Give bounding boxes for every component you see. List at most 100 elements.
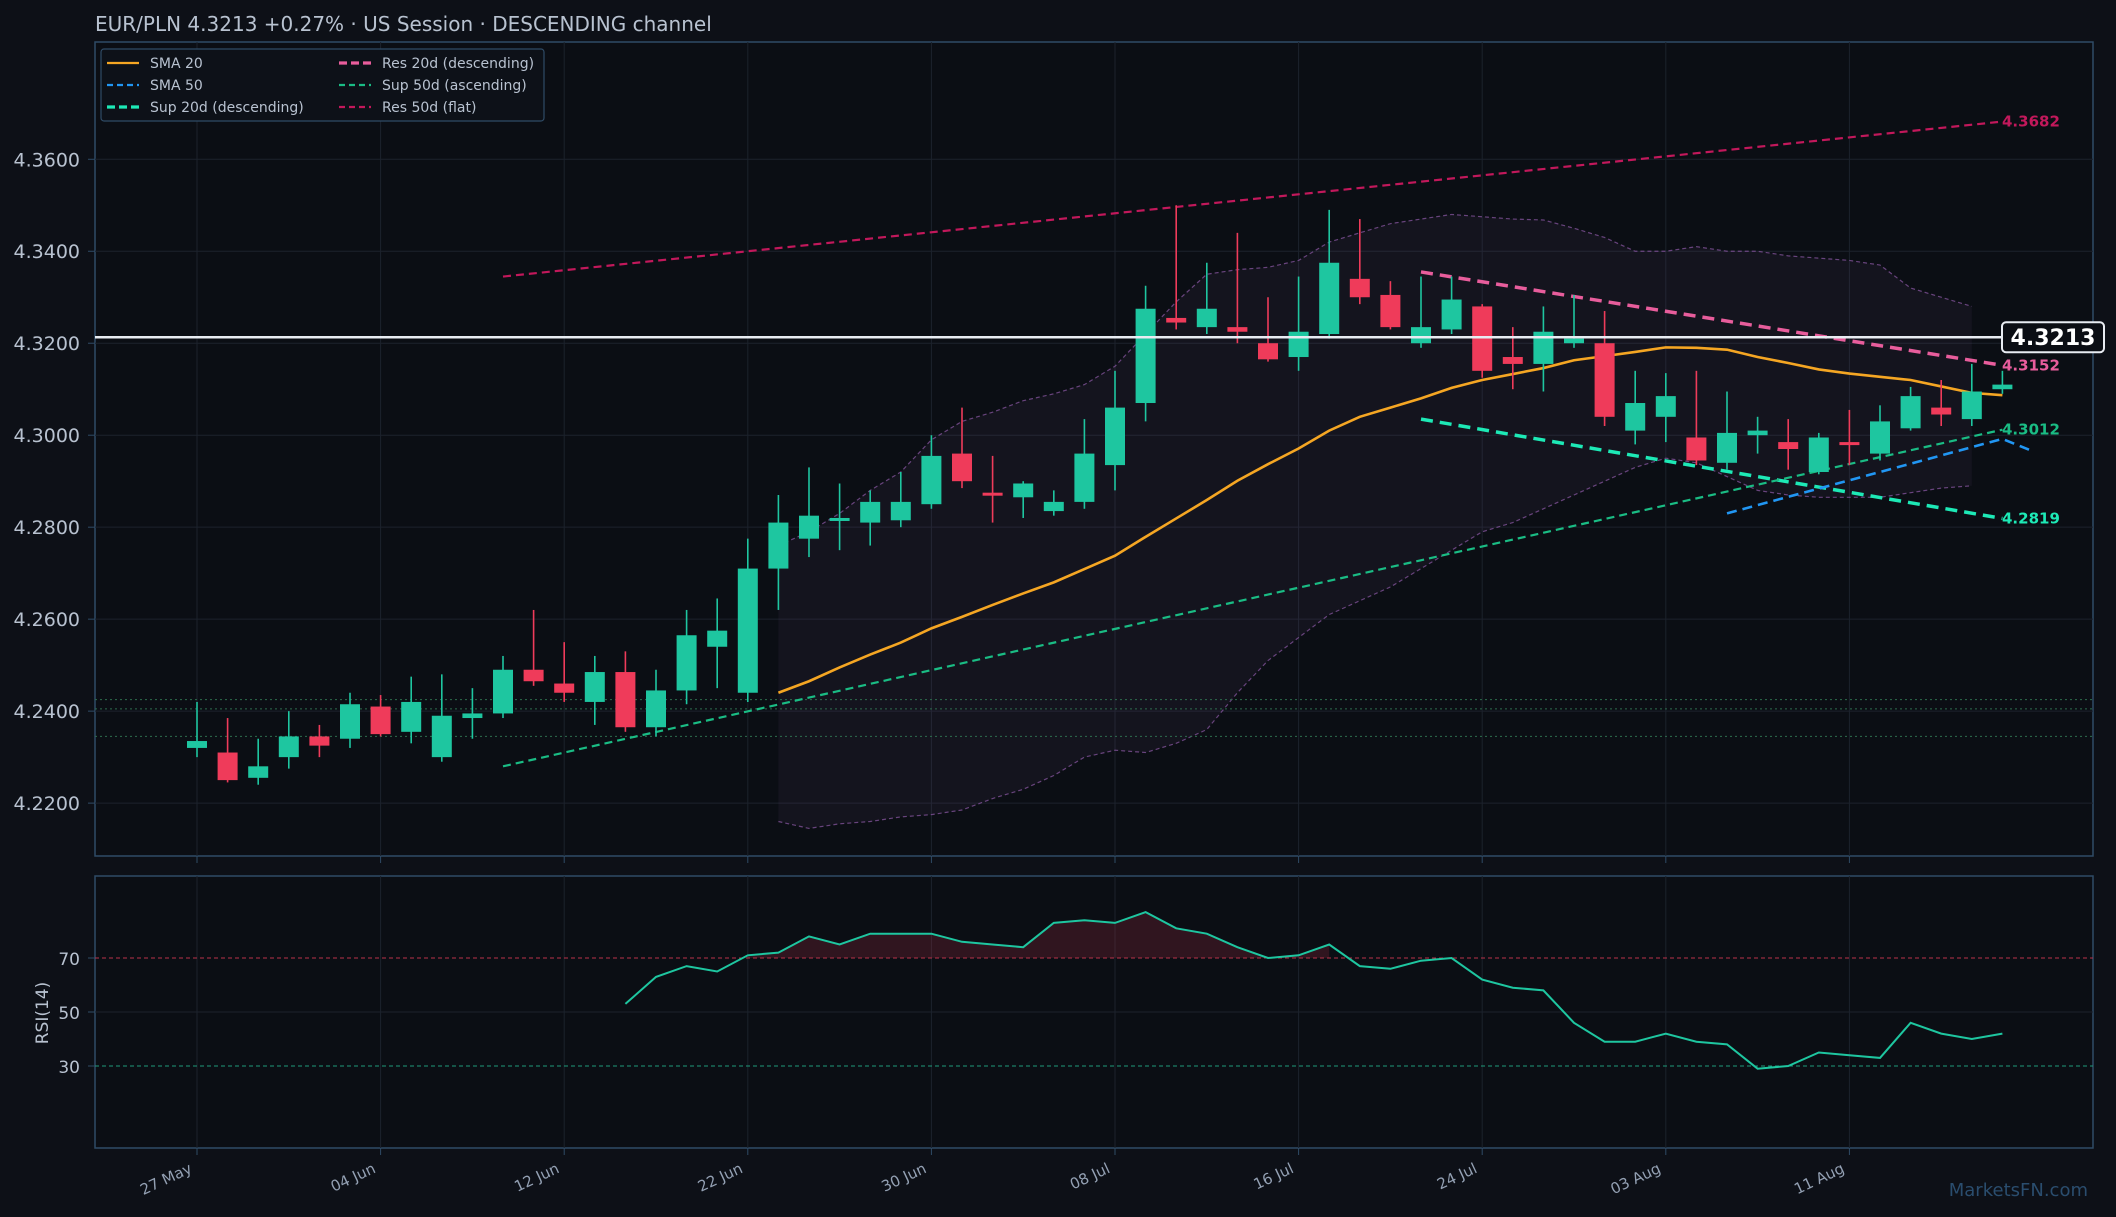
candle-body <box>1380 294 1401 328</box>
candle-body <box>799 515 819 539</box>
candle <box>890 471 911 528</box>
candle <box>1472 304 1493 378</box>
candle <box>1105 370 1125 491</box>
last-price-tag <box>2001 321 2105 354</box>
rsi-tick-label: 70 <box>58 950 80 970</box>
legend-label: Res 20d (descending) <box>382 56 534 72</box>
candle-body <box>615 672 636 728</box>
candle-body <box>370 706 391 735</box>
price-tick-label: 4.3000 <box>14 425 80 447</box>
candle <box>584 655 605 725</box>
rsi-grid <box>95 876 2093 1148</box>
bollinger-bands <box>778 213 1972 830</box>
watermark: MarketsFN.com <box>1949 1180 2088 1201</box>
price-tick-label: 4.3400 <box>14 241 80 263</box>
candle-body <box>1961 391 1982 420</box>
candle-body <box>584 672 605 702</box>
candle-body <box>890 501 911 521</box>
candle <box>768 494 789 610</box>
price-panel-frame <box>94 41 2094 857</box>
candle <box>401 676 422 744</box>
candle <box>278 711 299 769</box>
candle-body <box>768 522 789 569</box>
candle <box>1717 391 1737 470</box>
candle-body <box>1931 407 1952 415</box>
legend-label: SMA 20 <box>150 56 203 72</box>
candle <box>248 738 269 785</box>
bollinger-upper <box>778 213 1972 547</box>
candle <box>523 609 544 686</box>
sma50-line <box>1726 437 2034 515</box>
candle-body <box>860 501 881 523</box>
trend-level-line <box>502 120 2003 278</box>
candle-body <box>431 715 452 758</box>
candle-body <box>707 630 728 647</box>
candle-body <box>1900 396 1921 429</box>
candle <box>676 609 697 705</box>
candle-body <box>982 492 1003 496</box>
candle <box>1931 380 1952 427</box>
candle-body <box>217 752 238 781</box>
candle-body <box>1043 501 1064 512</box>
candle-body <box>493 669 513 714</box>
candle-body <box>340 704 360 739</box>
candle-body <box>278 736 299 758</box>
rsi-tick-label: 50 <box>58 1004 80 1024</box>
candle <box>217 718 238 783</box>
candle-body <box>462 713 483 719</box>
candles <box>187 205 2013 785</box>
candle-body <box>187 741 207 748</box>
candle-body <box>1502 357 1523 364</box>
candle-body <box>1135 308 1156 404</box>
candle-body <box>1288 331 1309 358</box>
legend: SMA 20 SMA 50 Sup 20d (descending) Res 20d … <box>100 48 545 122</box>
price-tick-label: 4.2600 <box>14 609 80 631</box>
candle-body <box>737 568 758 693</box>
candle <box>554 642 575 702</box>
candle-body <box>1778 442 1799 449</box>
candle <box>952 407 972 489</box>
candle-body <box>1411 327 1431 344</box>
candle <box>431 674 452 762</box>
candle-body <box>1686 437 1707 461</box>
trend-level-line <box>502 428 2003 768</box>
candle <box>1747 416 1768 454</box>
candle-body <box>1227 327 1248 332</box>
candle-body <box>952 453 972 482</box>
candle-body <box>1472 306 1493 371</box>
candle <box>1808 432 1829 475</box>
candle <box>1533 306 1554 392</box>
candle <box>1870 405 1890 461</box>
candle <box>1900 386 1921 431</box>
horizontal-levels <box>95 699 2093 737</box>
candle <box>1594 311 1615 427</box>
chart-title: EUR/PLN 4.3213 +0.27% · US Session · DES… <box>95 12 712 36</box>
legend-label: Sup 50d (ascending) <box>382 78 527 94</box>
candle-body <box>1105 407 1125 466</box>
trend-level-label: 4.3012 <box>2002 421 2060 439</box>
bollinger-lower <box>778 457 1972 830</box>
trend-level-label: 4.2819 <box>2002 509 2060 527</box>
candle <box>1013 481 1034 518</box>
price-tick-label: 4.2800 <box>14 517 80 539</box>
trend-levels: 4.3152 4.2819 4.3012 4.3682 <box>502 113 2060 768</box>
legend-label: Res 50d (flat) <box>382 100 476 116</box>
candle <box>615 651 636 732</box>
candle-body <box>309 736 330 746</box>
trend-level-line <box>1420 270 2003 368</box>
candle-body <box>646 690 666 728</box>
candle <box>799 467 819 558</box>
candle <box>1349 219 1370 305</box>
candle <box>646 669 666 737</box>
candle <box>462 688 483 739</box>
trend-level-label: 4.3682 <box>2002 113 2060 131</box>
candle-body <box>1747 430 1768 436</box>
candle <box>1441 276 1462 335</box>
candle-body <box>1717 432 1737 463</box>
rsi-line <box>624 911 2003 1070</box>
candle-body <box>676 635 697 691</box>
candle-body <box>248 766 269 778</box>
trend-level-line <box>1420 417 2003 521</box>
candle-body <box>1166 317 1187 323</box>
